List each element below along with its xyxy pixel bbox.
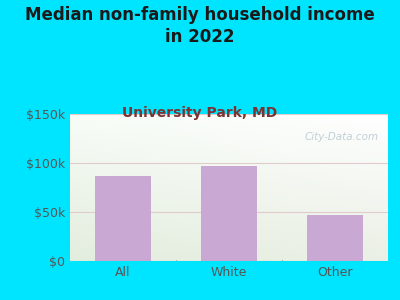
Text: Median non-family household income
in 2022: Median non-family household income in 20… [25, 6, 375, 46]
Text: City-Data.com: City-Data.com [304, 132, 378, 142]
Bar [96, 176, 150, 261]
Text: University Park, MD: University Park, MD [122, 106, 278, 121]
Bar [202, 166, 256, 261]
Bar [308, 215, 362, 261]
